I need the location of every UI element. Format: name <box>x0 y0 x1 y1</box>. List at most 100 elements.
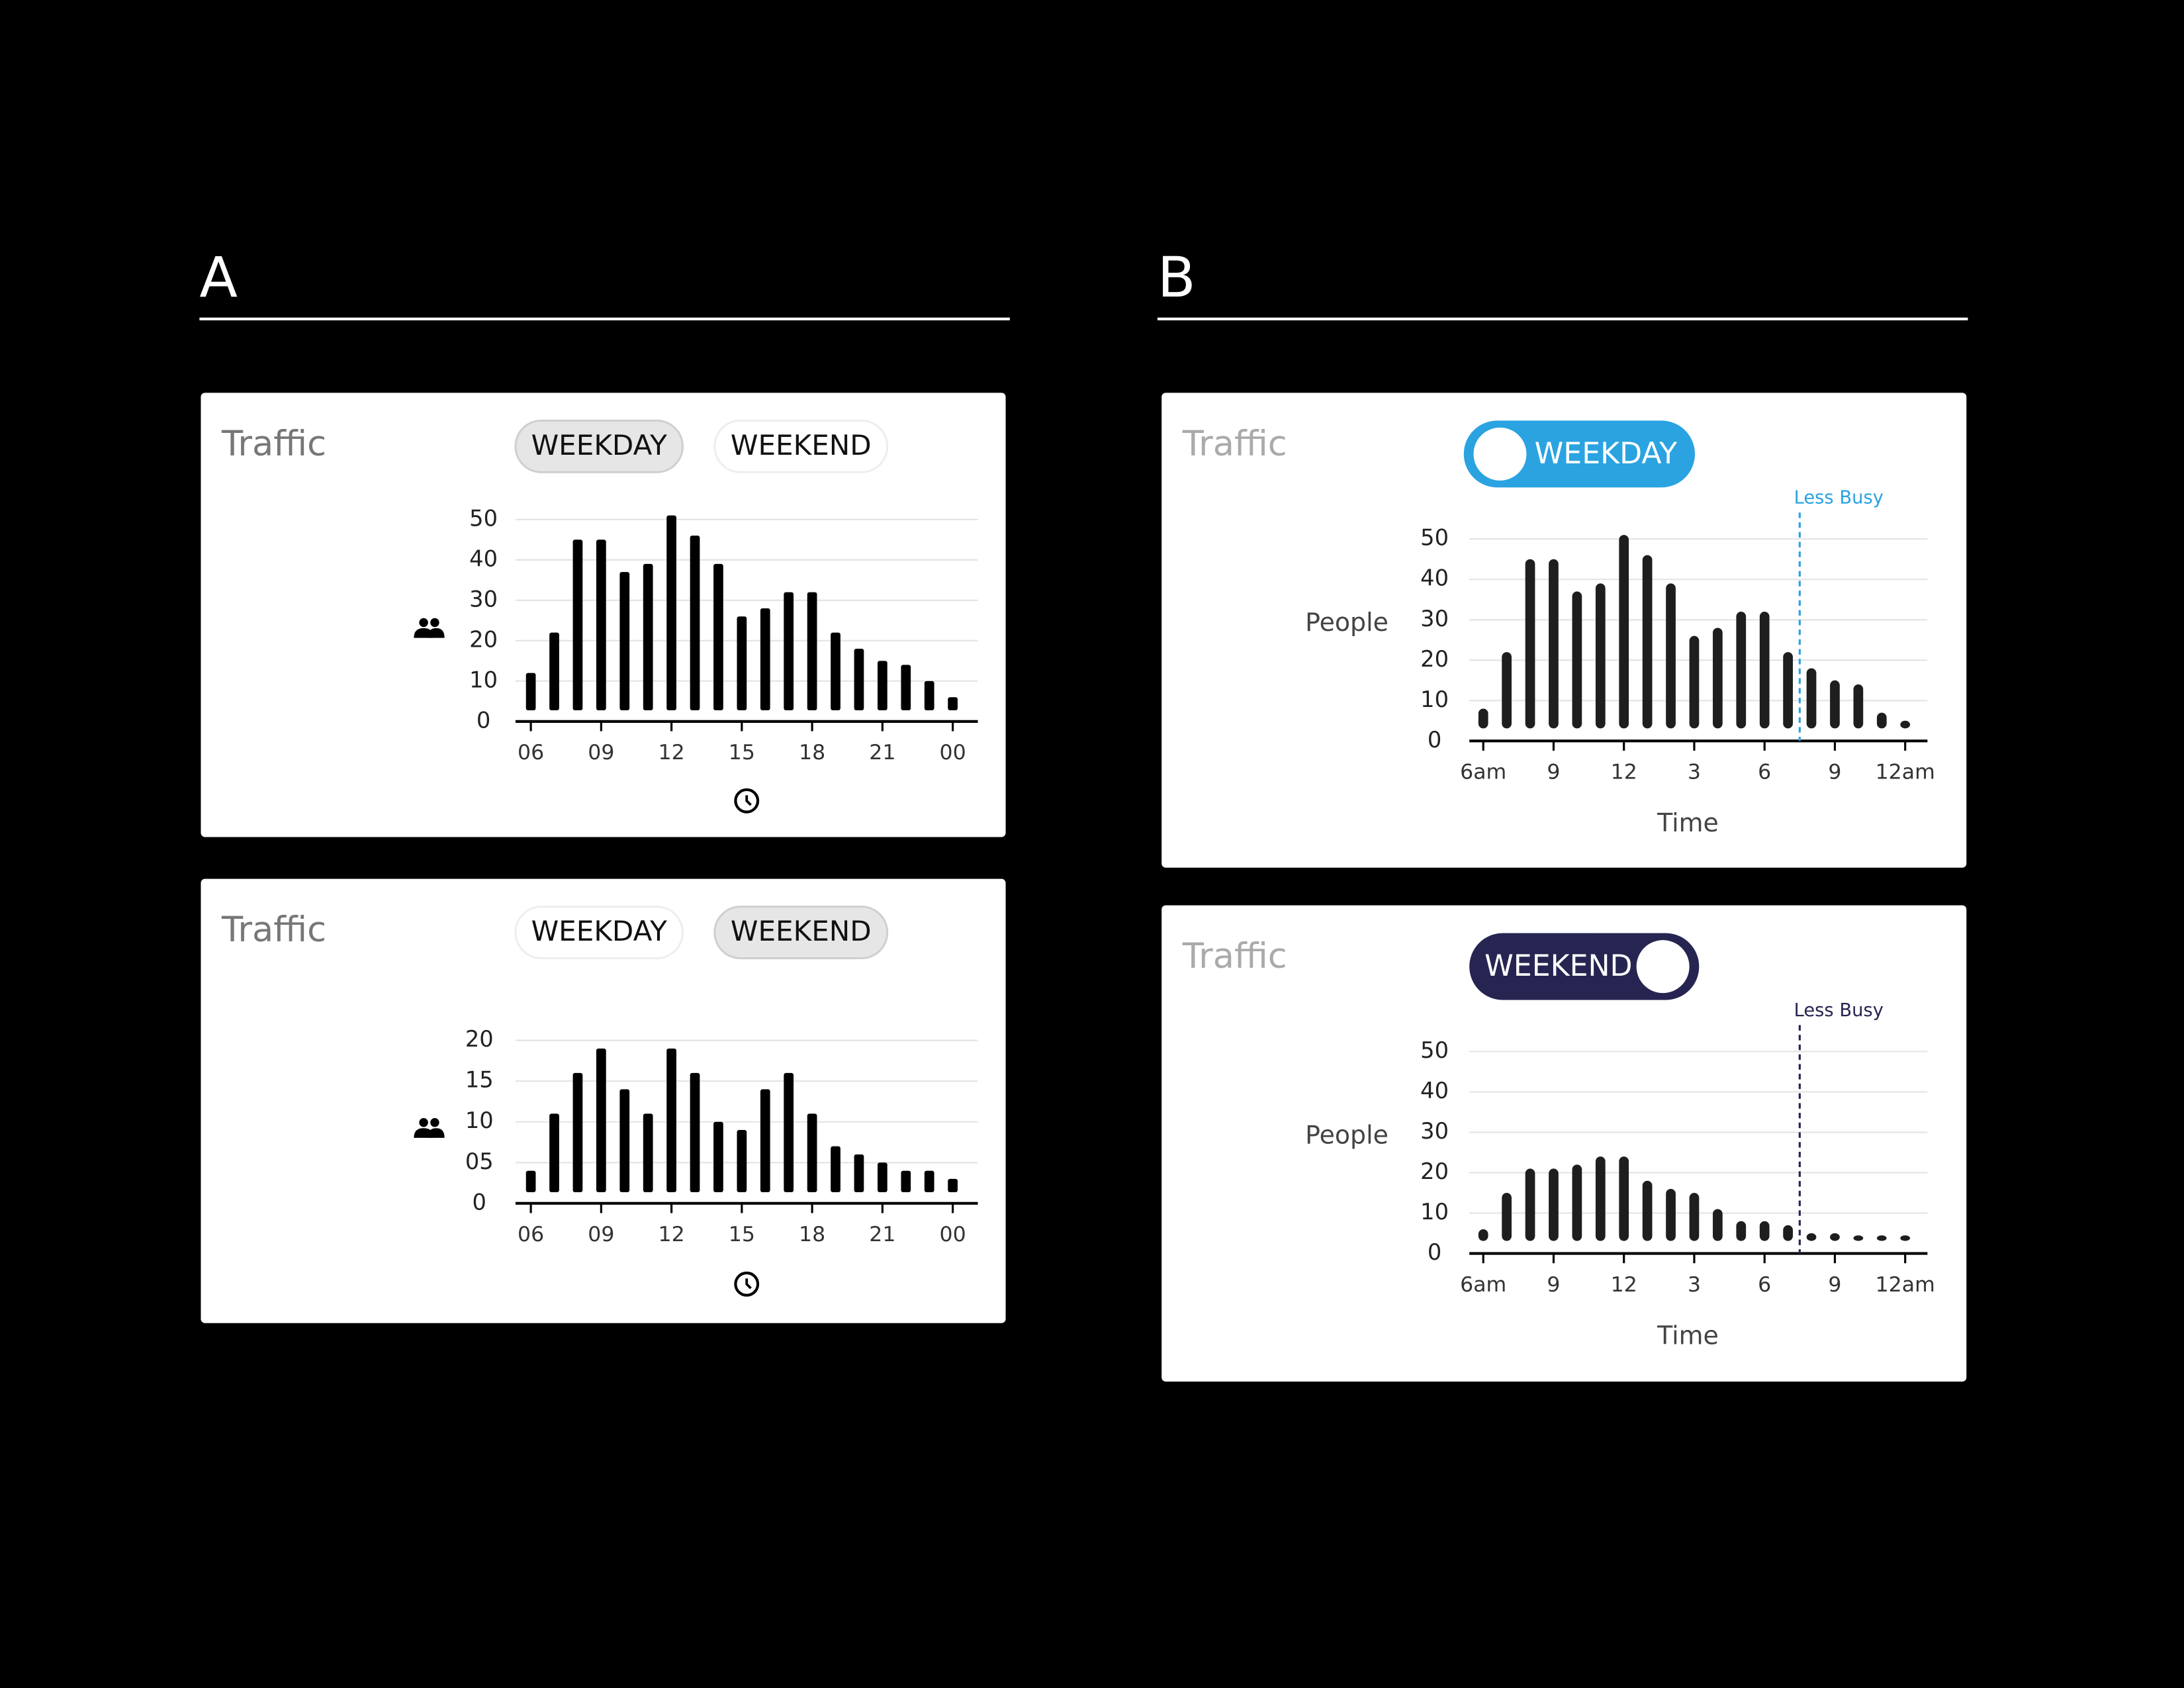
x-tick-label: 00 <box>940 1223 966 1246</box>
panel-label: A <box>199 245 238 310</box>
toggle-button[interactable] <box>514 419 684 473</box>
bar <box>666 515 676 711</box>
switch-track[interactable] <box>1463 420 1696 488</box>
panel-label: B <box>1158 245 1196 310</box>
bar <box>619 1089 630 1192</box>
bar <box>572 539 583 711</box>
bar <box>1713 628 1723 729</box>
bar <box>877 1162 887 1192</box>
switch-knob[interactable] <box>1473 427 1527 481</box>
y-tick-label: 05 <box>465 1149 494 1174</box>
bar <box>690 1072 700 1192</box>
icon-part <box>430 618 439 628</box>
x-tick-label: 12am <box>1876 1273 1935 1297</box>
x-tick-label: 12 <box>1611 1273 1637 1297</box>
switch-label[interactable]: WEEKDAY <box>1535 437 1678 471</box>
bar <box>1666 1188 1676 1241</box>
bar <box>948 1178 958 1192</box>
bar <box>924 680 934 711</box>
bar <box>1876 1235 1887 1241</box>
x-tick-label: 09 <box>588 741 614 765</box>
clock-icon <box>734 788 760 814</box>
bar <box>1572 1164 1582 1241</box>
y-tick-label: 0 <box>473 1189 486 1215</box>
x-tick-label: 12 <box>1611 761 1637 784</box>
bar <box>1525 1168 1535 1241</box>
bar <box>1783 652 1793 729</box>
bar <box>666 1048 676 1192</box>
bar <box>1478 1229 1488 1241</box>
bar <box>1759 1221 1770 1241</box>
x-tick-label: 18 <box>799 1223 825 1246</box>
toggle-label[interactable]: WEEKEND <box>731 915 872 947</box>
toggle-label[interactable]: WEEKDAY <box>531 429 667 461</box>
x-tick-label: 21 <box>869 741 895 765</box>
bar <box>901 1170 911 1192</box>
x-tick-label: 6 <box>1758 761 1771 784</box>
bar <box>831 1146 841 1192</box>
x-tick-label: 18 <box>799 741 825 765</box>
switch-track[interactable] <box>1469 933 1700 1000</box>
bar <box>525 673 536 711</box>
x-tick-label: 9 <box>1547 1273 1560 1297</box>
bar <box>713 1121 723 1192</box>
toggle-label[interactable]: WEEKEND <box>731 429 872 461</box>
bar <box>831 632 841 711</box>
bar <box>877 661 887 711</box>
card-title: Traffic <box>1182 936 1287 976</box>
x-tick-label: 6am <box>1460 761 1506 784</box>
people-icon <box>414 1118 445 1138</box>
bar <box>1595 583 1606 729</box>
clock-icon <box>734 1271 760 1297</box>
x-axis-label: Time <box>1657 808 1719 837</box>
toggle-label[interactable]: WEEKDAY <box>531 915 667 947</box>
bar <box>1900 1235 1911 1241</box>
switch-label[interactable]: WEEKEND <box>1484 949 1632 983</box>
y-tick-label: 0 <box>1428 727 1441 753</box>
toggle-button[interactable] <box>713 419 889 473</box>
x-tick-label: 21 <box>869 1223 895 1246</box>
toggle-button[interactable] <box>514 906 684 960</box>
y-tick-label: 0 <box>1428 1239 1441 1265</box>
icon-part <box>428 1128 445 1138</box>
bar <box>596 539 606 711</box>
y-tick-label: 20 <box>465 1026 494 1052</box>
bar <box>737 616 747 711</box>
x-tick-label: 6 <box>1758 1273 1771 1297</box>
y-tick-label: 50 <box>1420 1037 1449 1063</box>
icon-part <box>419 1118 428 1127</box>
x-tick-label: 9 <box>1547 761 1560 784</box>
bar <box>784 1072 794 1192</box>
x-tick-label: 9 <box>1828 761 1841 784</box>
bar <box>760 608 770 711</box>
bar <box>619 572 630 711</box>
icon-part <box>734 1271 760 1297</box>
bar <box>854 1154 864 1192</box>
annotation-label: Less Busy <box>1794 488 1884 508</box>
bar <box>1549 559 1559 729</box>
card: Traffic WEEKDAY 0 10 20 30 40 50 6am 9 12 3 6 9 12am Pe… <box>1161 393 1967 868</box>
y-tick-label: 20 <box>1420 646 1449 672</box>
bar <box>1853 1235 1864 1241</box>
bar <box>1502 652 1512 729</box>
icon-part <box>430 1118 439 1127</box>
y-axis-label: People <box>1305 608 1388 637</box>
y-tick-label: 10 <box>465 1107 494 1133</box>
bar <box>1689 635 1700 729</box>
toggle-button[interactable] <box>713 906 889 960</box>
x-tick-label: 06 <box>518 741 544 765</box>
x-tick-label: 09 <box>588 1223 614 1246</box>
y-tick-label: 10 <box>1420 1199 1449 1225</box>
people-icon <box>414 618 445 638</box>
x-tick-label: 12 <box>659 741 685 765</box>
switch-knob[interactable] <box>1636 940 1690 994</box>
bar <box>643 1113 653 1192</box>
bar <box>713 563 723 711</box>
bar <box>784 592 794 711</box>
y-tick-label: 20 <box>1420 1158 1449 1184</box>
bar <box>1502 1193 1512 1241</box>
bar <box>1736 612 1747 729</box>
icon-part <box>419 618 428 628</box>
